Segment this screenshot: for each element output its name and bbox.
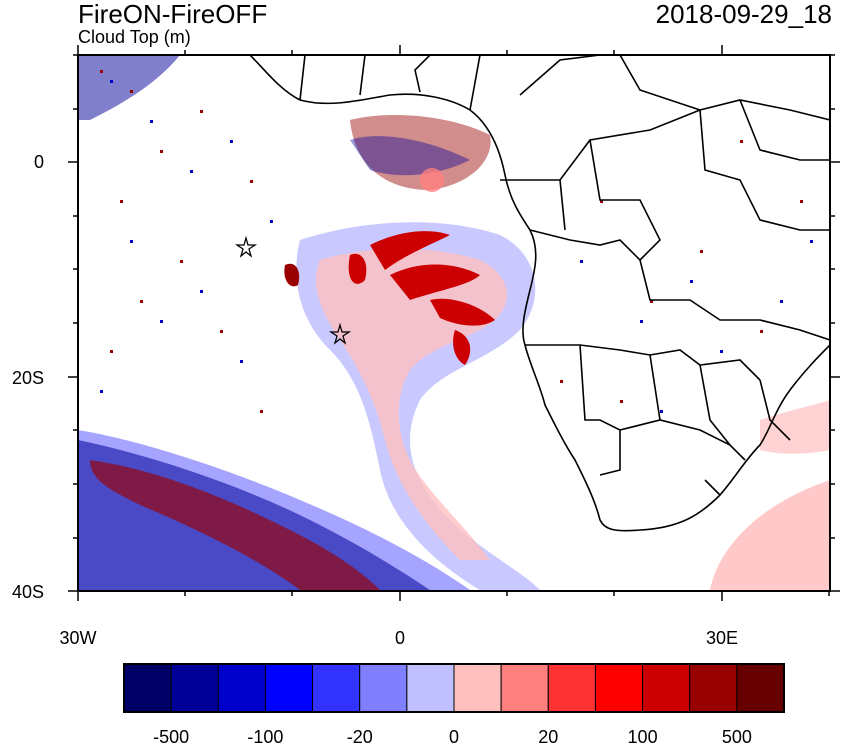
colorbar-swatch — [594, 663, 644, 713]
colorbar-label: -500 — [153, 727, 189, 747]
map-timestamp: 2018-09-29_18 — [655, 0, 832, 29]
colorbar — [123, 663, 785, 713]
star-marker — [328, 322, 352, 345]
star-marker — [234, 235, 258, 258]
colorbar-frame — [123, 663, 785, 713]
colorbar-label: 0 — [449, 727, 459, 747]
cloud-top-difference-field — [78, 55, 830, 591]
colorbar-swatch — [123, 663, 172, 713]
colorbar-swatch — [453, 663, 502, 713]
map-title: FireON-FireOFF — [78, 0, 268, 29]
colorbar-swatch — [170, 663, 219, 713]
coastlines — [249, 55, 830, 532]
colorbar-swatch — [736, 663, 785, 713]
lon-label: 30E — [706, 628, 738, 648]
colorbar-swatch — [264, 663, 314, 713]
colorbar-swatch — [217, 663, 266, 713]
colorbar-label: -100 — [247, 727, 283, 747]
lat-label: 20S — [12, 368, 44, 388]
map-subtitle: Cloud Top (m) — [78, 27, 191, 47]
colorbar-swatch — [689, 663, 738, 713]
colorbar-label: 100 — [628, 727, 658, 747]
colorbar-labels: -500 -100 -20 0 20 100 500 — [153, 727, 752, 747]
colorbar-swatch — [406, 663, 455, 713]
colorbar-swatch — [359, 663, 408, 713]
lat-label: 40S — [12, 582, 44, 602]
colorbar-label: 500 — [722, 727, 752, 747]
axis-ticks — [68, 45, 840, 601]
lat-label: 0 — [34, 152, 44, 172]
colorbar-swatch — [312, 663, 361, 713]
colorbar-swatch — [500, 663, 549, 713]
lon-label: 30W — [59, 628, 96, 648]
colorbar-label: -20 — [347, 727, 373, 747]
colorbar-swatch — [642, 663, 691, 713]
lon-label: 0 — [395, 628, 405, 648]
colorbar-label: 20 — [538, 727, 558, 747]
colorbar-swatch — [547, 663, 596, 713]
